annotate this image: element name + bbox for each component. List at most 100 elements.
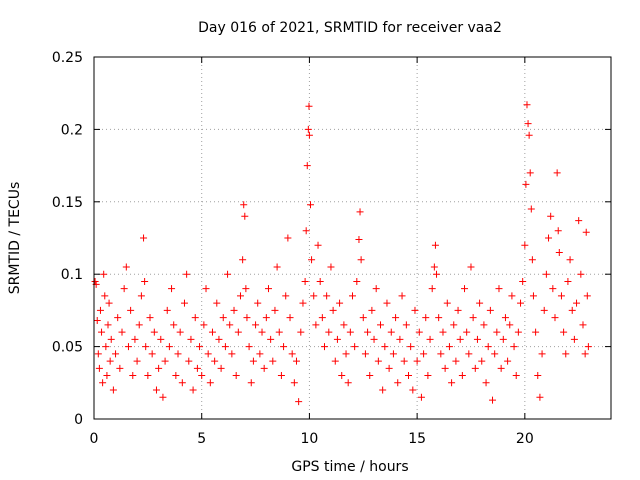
data-point (471, 364, 479, 372)
data-point (91, 277, 99, 285)
data-point (482, 379, 490, 387)
data-point (176, 328, 184, 336)
data-point (262, 314, 270, 322)
data-point (409, 386, 417, 394)
data-point (519, 277, 527, 285)
data-point (297, 328, 305, 336)
data-point (329, 306, 337, 314)
y-tick-label: 0.2 (61, 122, 83, 138)
data-point (527, 205, 535, 213)
data-point (372, 285, 380, 293)
data-point (374, 357, 382, 365)
data-point (510, 343, 518, 351)
data-point (144, 372, 152, 380)
data-point (170, 321, 178, 329)
data-point (346, 328, 354, 336)
data-point (499, 335, 507, 343)
data-point (417, 393, 425, 401)
data-point (172, 372, 180, 380)
data-points (91, 101, 592, 406)
data-point (514, 328, 522, 336)
data-point (189, 386, 197, 394)
data-point (174, 350, 182, 358)
data-point (506, 321, 514, 329)
data-point (430, 263, 438, 271)
x-tick-label: 15 (408, 431, 426, 447)
data-point (465, 350, 473, 358)
data-point (318, 314, 326, 322)
data-point (202, 285, 210, 293)
data-point (495, 285, 503, 293)
data-point (241, 212, 249, 220)
data-point (458, 372, 466, 380)
data-point (183, 270, 191, 278)
data-point (187, 335, 195, 343)
data-point (124, 343, 132, 351)
data-point (407, 343, 415, 351)
data-point (538, 350, 546, 358)
data-point (103, 372, 111, 380)
plot-border (93, 56, 612, 420)
data-point (118, 328, 126, 336)
x-tick-label: 20 (516, 431, 534, 447)
data-point (566, 256, 574, 264)
data-point (236, 292, 244, 300)
data-point (547, 212, 555, 220)
data-point (102, 343, 110, 351)
data-point (439, 328, 447, 336)
data-point (142, 343, 150, 351)
data-point (411, 306, 419, 314)
data-point (252, 321, 260, 329)
data-point (264, 285, 272, 293)
data-point (305, 131, 313, 139)
data-point (424, 372, 432, 380)
data-point (473, 335, 481, 343)
data-point (524, 120, 532, 128)
data-point (99, 379, 107, 387)
data-point (489, 396, 497, 404)
data-point (573, 299, 581, 307)
data-point (528, 256, 536, 264)
data-point (366, 372, 374, 380)
data-point (258, 328, 266, 336)
data-point (448, 379, 456, 387)
data-point (523, 101, 531, 109)
data-point (512, 372, 520, 380)
data-point (245, 343, 253, 351)
data-point (370, 335, 378, 343)
data-point (249, 357, 257, 365)
data-point (484, 343, 492, 351)
data-point (456, 335, 464, 343)
axis-ticks: 0 0.05 0.1 0.15 0.2 0.25 0 5 10 15 20 (52, 50, 611, 447)
data-point (106, 357, 114, 365)
data-point (577, 270, 585, 278)
data-point (280, 343, 288, 351)
data-point (381, 343, 389, 351)
y-tick-label: 0.25 (52, 50, 83, 66)
data-point (284, 234, 292, 242)
data-point (254, 299, 262, 307)
data-point (290, 379, 298, 387)
data-point (157, 335, 165, 343)
data-point (396, 335, 404, 343)
data-point (542, 270, 550, 278)
data-point (478, 357, 486, 365)
data-point (178, 379, 186, 387)
data-point (377, 321, 385, 329)
data-point (305, 102, 313, 110)
data-point (331, 357, 339, 365)
data-point (301, 277, 309, 285)
data-point (232, 372, 240, 380)
data-point (560, 328, 568, 336)
data-point (469, 314, 477, 322)
data-point (480, 321, 488, 329)
data-point (353, 277, 361, 285)
data-point (486, 306, 494, 314)
data-point (357, 256, 365, 264)
data-point (476, 299, 484, 307)
data-point (316, 277, 324, 285)
data-point (575, 217, 583, 225)
data-point (532, 328, 540, 336)
data-point (581, 350, 589, 358)
data-point (536, 393, 544, 401)
